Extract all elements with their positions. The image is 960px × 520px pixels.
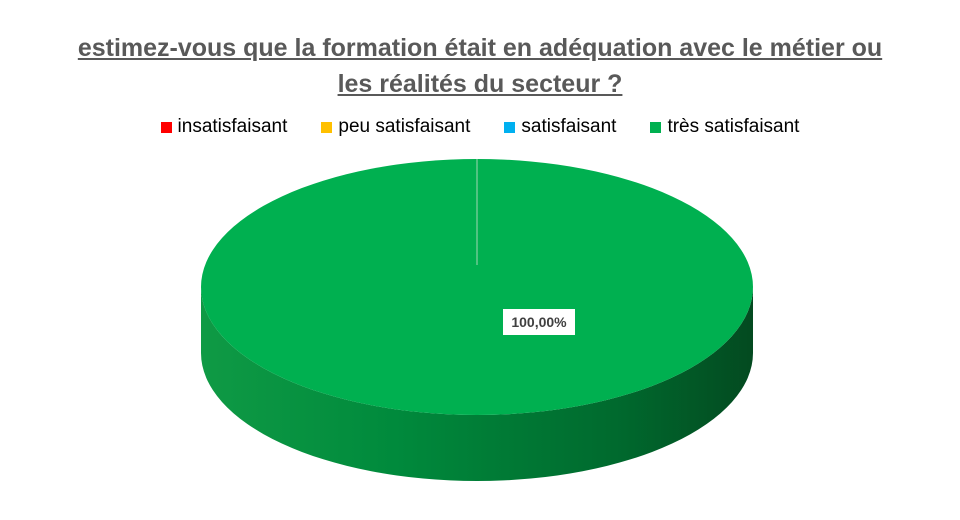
pie-slice-tres-satisfaisant [201,159,753,415]
legend-swatch-insatisfaisant [160,121,172,133]
legend-label-satisfaisant: satisfaisant [521,116,617,137]
chart-title-line-1: estimez-vous que la formation était en a… [77,34,883,62]
chart-title: estimez-vous que la formation était en a… [0,30,960,102]
legend-swatch-tres-satisfaisant [650,121,662,133]
legend-swatch-satisfaisant [504,121,516,133]
legend-item-satisfaisant: satisfaisant [504,116,616,138]
pie-side-wall [201,287,753,481]
legend-item-insatisfaisant: insatisfaisant [160,116,288,138]
data-label: 100,00% [511,314,567,330]
legend: insatisfaisant peu satisfaisant satisfai… [0,116,960,138]
chart-title-line-2: les réalités du secteur ? [337,70,623,98]
legend-item-tres-satisfaisant: très satisfaisant [650,116,799,138]
data-label-background [503,309,575,335]
legend-item-peu-satisfaisant: peu satisfaisant [321,116,470,138]
legend-swatch-peu-satisfaisant [321,121,333,133]
legend-label-peu-satisfaisant: peu satisfaisant [338,116,471,137]
legend-label-insatisfaisant: insatisfaisant [177,116,288,137]
legend-label-tres-satisfaisant: très satisfaisant [667,116,800,137]
